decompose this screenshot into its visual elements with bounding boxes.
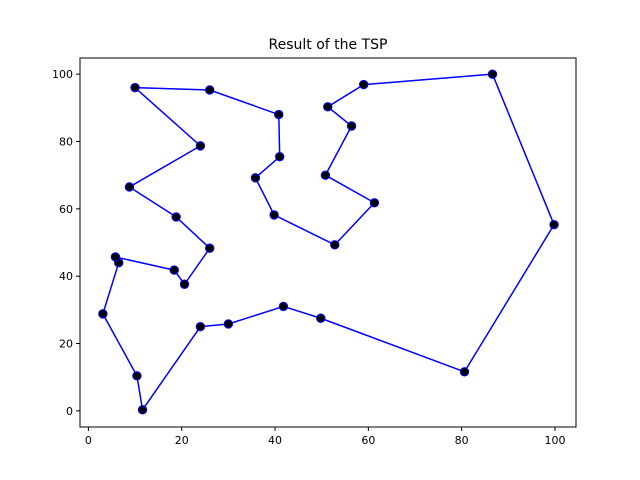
route-segment — [273, 214, 336, 246]
city-point — [330, 240, 340, 250]
y-tick-label: 100 — [52, 68, 73, 81]
city-points — [98, 69, 559, 415]
city-point — [169, 265, 179, 275]
city-point — [132, 371, 142, 381]
route-segment — [324, 174, 376, 204]
chart-title: Result of the TSP — [269, 37, 388, 53]
city-point — [124, 182, 135, 192]
city-point — [323, 102, 333, 112]
y-tick-label: 80 — [59, 135, 73, 148]
city-point — [358, 79, 369, 90]
route-segment — [208, 89, 280, 116]
route-segment — [114, 256, 176, 271]
route-segment — [278, 113, 281, 158]
city-point — [98, 309, 108, 319]
route-segment — [102, 313, 138, 377]
city-point — [369, 198, 380, 208]
city-point — [459, 367, 470, 377]
route-segment — [463, 223, 555, 373]
city-point — [195, 141, 206, 151]
x-tick-label: 60 — [361, 434, 375, 447]
city-point — [137, 405, 148, 415]
route-segment — [254, 155, 281, 179]
route-segment — [334, 202, 376, 246]
route-segment — [327, 83, 365, 108]
route-segment — [254, 177, 275, 216]
city-point — [278, 301, 289, 312]
city-point — [205, 243, 215, 253]
city-point — [195, 321, 206, 332]
city-point — [171, 212, 181, 222]
route-segment — [141, 325, 202, 411]
city-point — [110, 252, 121, 262]
route-segment — [128, 186, 177, 218]
y-tick-label: 0 — [66, 405, 73, 418]
city-point — [223, 319, 234, 329]
y-axis: 0 20 40 60 80 100 — [52, 68, 80, 418]
route-segment — [282, 305, 322, 320]
city-point — [320, 170, 331, 180]
axes-frame — [79, 57, 577, 428]
x-tick-label: 80 — [455, 434, 469, 447]
route-segment — [320, 317, 466, 373]
city-point — [205, 85, 215, 95]
route-segment — [134, 86, 211, 91]
city-point — [346, 121, 357, 131]
route-segment — [128, 145, 202, 188]
city-point — [179, 279, 190, 289]
route-segment — [134, 86, 202, 147]
route-segment — [136, 375, 144, 411]
x-axis: 0 20 40 60 80 100 — [85, 427, 566, 447]
city-point — [274, 109, 284, 120]
route-segment — [324, 125, 353, 176]
city-point — [130, 82, 140, 93]
city-point — [487, 69, 498, 79]
y-tick-label: 60 — [59, 203, 73, 216]
city-point — [275, 151, 285, 162]
y-tick-label: 40 — [59, 270, 73, 283]
tour-route — [102, 73, 555, 411]
route-segment — [102, 261, 120, 315]
route-segment — [175, 216, 211, 249]
route-segment — [327, 106, 353, 127]
route-segment — [227, 305, 285, 325]
x-tick-label: 0 — [85, 434, 92, 447]
city-point — [549, 219, 559, 230]
x-tick-label: 40 — [268, 434, 282, 447]
x-tick-label: 20 — [175, 434, 189, 447]
route-segment — [362, 73, 494, 86]
city-point — [316, 313, 326, 323]
city-point — [250, 173, 261, 183]
route-segment — [491, 73, 555, 226]
x-tick-label: 100 — [545, 434, 566, 447]
route-segment — [183, 247, 211, 285]
y-tick-label: 20 — [59, 338, 73, 351]
city-point — [269, 210, 279, 220]
